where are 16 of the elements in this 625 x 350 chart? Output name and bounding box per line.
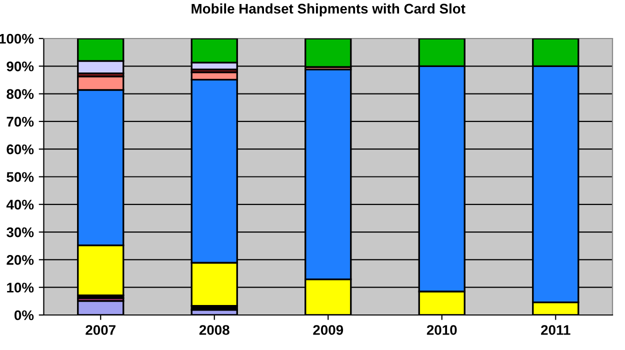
y-tick-label: 0% — [14, 310, 34, 320]
x-tick-label: 2007 — [86, 325, 116, 335]
x-tick-label: 2010 — [426, 325, 457, 335]
y-tick-label: 50% — [6, 172, 34, 182]
y-tick-label: 80% — [6, 89, 34, 99]
y-tick-label: 30% — [6, 227, 34, 238]
y-tick-label: 40% — [6, 200, 34, 210]
y-tick-label: 70% — [6, 116, 34, 127]
chart-title: Mobile Handset Shipments with Card Slot — [192, 3, 466, 16]
y-tick-label: 90% — [6, 61, 34, 72]
y-tick-label: 10% — [7, 282, 34, 293]
x-tick-label: 2011 — [541, 325, 570, 335]
y-tick-label: 20% — [6, 255, 34, 265]
x-tick-label: 2009 — [313, 325, 344, 335]
x-tick-label: 2008 — [199, 325, 230, 335]
y-tick-label: 60% — [6, 144, 34, 154]
